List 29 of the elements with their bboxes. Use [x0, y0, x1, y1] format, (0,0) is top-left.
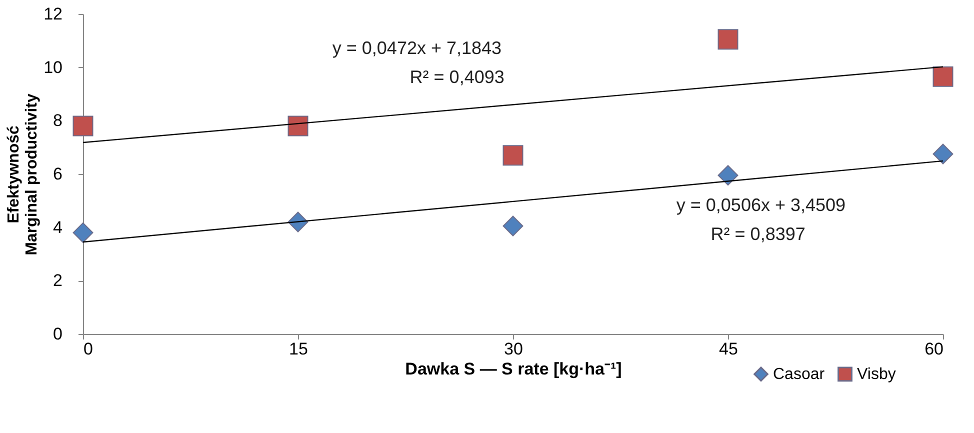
x-tick-label: 15 [289, 340, 308, 358]
x-tick-label: 45 [719, 340, 738, 358]
legend-label: Casoar [773, 366, 826, 384]
point [72, 222, 94, 243]
annotation: R² = 0,8397 [710, 224, 806, 244]
y-tick-label: 8 [53, 111, 62, 130]
point [288, 116, 308, 136]
point [72, 116, 94, 136]
y-tick-label: 0 [53, 324, 62, 344]
annotation: y = 0,0472x + 7,1843 [332, 38, 502, 58]
y-tick-label: 12 [44, 4, 62, 24]
annotation: R² = 0,4093 [410, 67, 504, 87]
x-tick-label: 60 [924, 340, 944, 358]
point [932, 144, 954, 164]
annotation: y = 0,0506x + 3,4509 [676, 195, 846, 215]
point [932, 66, 954, 87]
x-tick-label: 0 [84, 340, 93, 358]
y-tick-label: 6 [53, 164, 62, 184]
x-axis-title: Dawka S — S rate [kg·ha⁻¹] [405, 360, 622, 378]
point [718, 29, 738, 50]
y-axis-title: Efektywność Marginal productivity [6, 94, 41, 256]
point [502, 145, 524, 166]
y-tick-label: 10 [44, 58, 62, 77]
x-tick-label: 30 [504, 340, 523, 358]
legend-label: Visby [857, 366, 896, 384]
point [502, 216, 524, 236]
point [718, 165, 738, 186]
y-tick-label: 4 [53, 218, 62, 237]
y-tick-label: 2 [53, 271, 62, 290]
